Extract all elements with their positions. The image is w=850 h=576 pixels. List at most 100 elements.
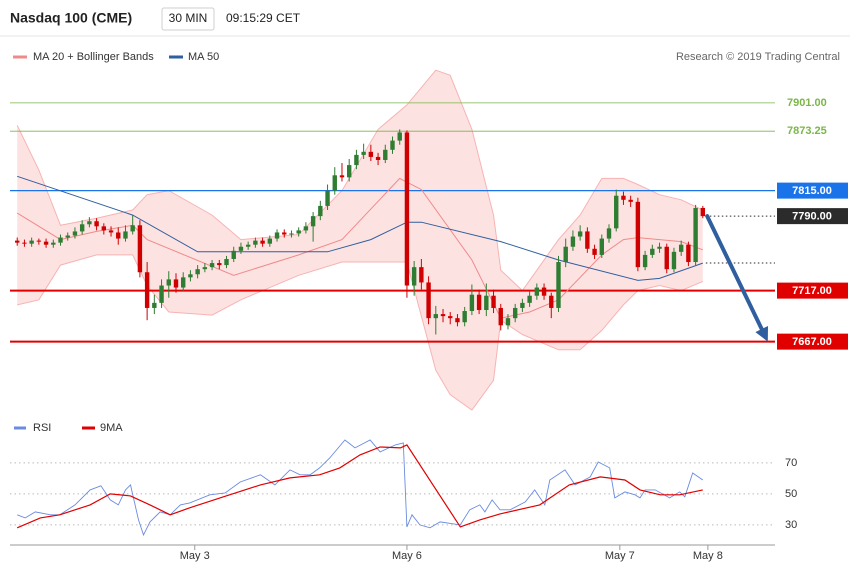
candle-body	[339, 175, 345, 178]
candle-body	[693, 207, 698, 263]
bands-layer	[16, 69, 704, 411]
legend-label: MA 50	[188, 51, 219, 63]
candle-body	[635, 201, 641, 268]
candle-body	[217, 263, 222, 266]
candle-body	[267, 238, 273, 244]
candle-body	[390, 140, 395, 150]
level-box	[777, 182, 848, 199]
candle-body	[332, 175, 337, 191]
level-box	[777, 282, 848, 299]
candle-body	[144, 272, 150, 308]
candle-body	[491, 295, 496, 308]
candle-body	[585, 231, 590, 249]
y-tick-label: 50	[785, 488, 797, 500]
bollinger-lower	[17, 254, 703, 411]
x-tick-label: May 8	[693, 550, 723, 562]
candle-body	[260, 240, 265, 244]
level-label: 7873.25	[787, 125, 827, 137]
candle-body	[440, 314, 446, 317]
candle-body	[245, 244, 251, 247]
candle-body	[231, 250, 236, 259]
candle-body	[318, 205, 323, 217]
candle-body	[137, 225, 143, 273]
candle-body	[361, 151, 366, 155]
bollinger-fill	[17, 70, 703, 410]
candle-body	[346, 165, 352, 178]
candle-body	[108, 230, 114, 233]
candle-body	[58, 237, 63, 243]
source: Research © 2019 Trading Central	[676, 51, 840, 63]
candle-body	[664, 246, 669, 270]
candle-body	[671, 251, 677, 270]
candle-body	[130, 225, 135, 232]
chart-title: Nasdaq 100 (CME)	[10, 10, 132, 26]
candle-body	[43, 241, 49, 245]
candle-body	[469, 294, 475, 312]
candle-body	[274, 232, 280, 239]
candle-body	[426, 282, 431, 319]
level-label: 7815.00	[792, 185, 832, 197]
candle-body	[383, 149, 388, 160]
candle-body	[549, 295, 554, 308]
candle-body	[527, 295, 532, 303]
interval: 30 MIN	[169, 11, 208, 25]
level-label: 7667.00	[792, 336, 832, 348]
candle-body	[484, 295, 489, 310]
candle-body	[238, 246, 244, 251]
x-tick-label: May 3	[180, 550, 210, 562]
candle-body	[570, 236, 576, 247]
candle-body	[65, 235, 70, 238]
candle-body	[686, 244, 691, 263]
bollinger-upper	[16, 69, 704, 292]
candle-body	[411, 267, 417, 286]
candle-body	[455, 318, 460, 323]
candle-body	[282, 232, 287, 235]
candle-body	[512, 307, 518, 319]
candle-body	[152, 302, 157, 308]
candle-body	[397, 132, 402, 141]
main-layer: 7901.00 7873.25 7815.00 7790.00 7717.00 7667.…	[10, 97, 848, 350]
candle-body	[188, 274, 193, 278]
candle-body	[599, 238, 604, 255]
candle-body	[209, 263, 215, 268]
candle-body	[181, 277, 186, 288]
candle-body	[202, 267, 208, 270]
candle-body	[592, 248, 597, 255]
candle-body	[79, 224, 85, 232]
candle-body	[650, 248, 655, 255]
legend-label: RSI	[33, 422, 51, 434]
candle-body	[419, 267, 424, 283]
candle-body	[253, 240, 258, 245]
candle-body	[678, 244, 684, 252]
candle-body	[15, 240, 20, 243]
candle-body	[577, 231, 583, 237]
candle-body	[354, 154, 359, 166]
candle-body	[700, 207, 706, 217]
legend-label: 9MA	[100, 422, 123, 434]
time: 09:15:29 CET	[226, 11, 301, 25]
candle-body	[628, 199, 633, 202]
level-box	[777, 333, 848, 350]
level-label: 7790.00	[792, 211, 832, 223]
candle-body	[173, 279, 179, 288]
candle-body	[94, 221, 99, 227]
candle-body	[303, 226, 309, 231]
candle-body	[462, 311, 467, 323]
level-label: 7901.00	[787, 97, 827, 109]
candle-body	[498, 307, 503, 326]
candle-body	[614, 195, 619, 229]
candle-body	[101, 226, 107, 231]
candle-body	[505, 318, 511, 326]
candle-body	[159, 285, 164, 303]
indicator-line	[17, 439, 704, 537]
ma-line	[17, 175, 703, 281]
y-tick-label: 30	[785, 519, 797, 531]
level-label: 7717.00	[792, 285, 832, 297]
candle-body	[22, 242, 27, 244]
candle-body	[621, 195, 626, 200]
interval-box	[161, 7, 215, 31]
candle-body	[433, 314, 439, 319]
candle-body	[325, 190, 330, 206]
